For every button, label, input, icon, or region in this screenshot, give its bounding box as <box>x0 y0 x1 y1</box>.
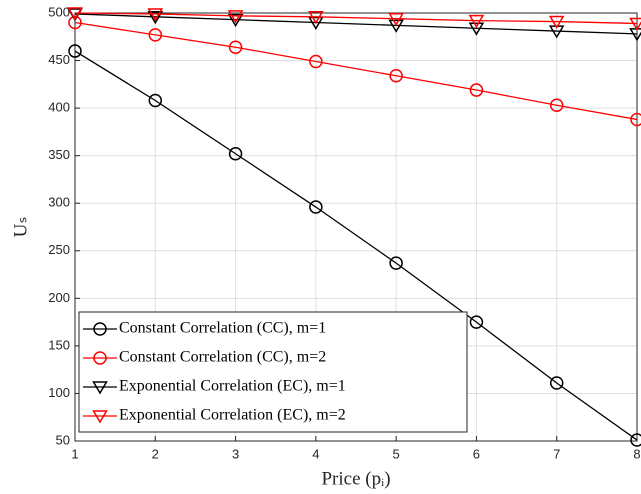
x-tick-label: 1 <box>71 446 78 461</box>
y-tick-label: 450 <box>48 52 70 67</box>
marker <box>227 10 244 24</box>
marker <box>148 93 163 108</box>
marker <box>469 83 484 97</box>
marker <box>308 16 324 30</box>
y-tick-label: 250 <box>48 242 70 257</box>
marker <box>388 12 404 27</box>
marker <box>389 69 403 83</box>
legend-label: Exponential Correlation (EC), m=2 <box>119 407 346 424</box>
y-axis-label: Uₛ <box>10 217 31 238</box>
marker <box>67 7 83 21</box>
marker <box>548 15 565 30</box>
marker <box>309 54 323 69</box>
marker <box>93 322 107 336</box>
marker <box>147 11 164 25</box>
series-line <box>74 13 638 35</box>
y-tick-label: 150 <box>48 337 70 352</box>
series-line <box>74 50 638 441</box>
y-tick-label: 200 <box>48 290 70 305</box>
x-tick-label: 2 <box>152 446 159 461</box>
marker <box>227 13 244 28</box>
y-tick-label: 100 <box>48 385 70 400</box>
x-axis-label: Price (pᵢ) <box>321 468 390 489</box>
legend-box <box>78 311 468 433</box>
legend-label: Constant Correlation (CC), m=1 <box>119 320 326 337</box>
marker <box>630 112 641 127</box>
marker <box>468 14 485 29</box>
legend-label: Constant Correlation (CC), m=2 <box>119 349 326 366</box>
x-tick-label: 6 <box>473 446 480 461</box>
x-tick-label: 5 <box>393 446 400 461</box>
marker <box>468 22 485 36</box>
marker <box>389 256 403 270</box>
marker <box>228 40 243 54</box>
marker <box>548 25 565 39</box>
marker <box>92 381 108 395</box>
marker <box>147 8 164 22</box>
marker <box>308 11 324 25</box>
marker <box>68 44 82 58</box>
marker <box>309 200 323 214</box>
marker <box>93 351 107 365</box>
marker <box>388 19 404 33</box>
y-tick-label: 300 <box>48 195 70 210</box>
marker <box>68 15 82 30</box>
x-tick-label: 7 <box>553 446 560 461</box>
y-tick-label: 400 <box>48 100 70 115</box>
y-tick-label: 50 <box>56 432 70 447</box>
y-tick-label: 350 <box>48 147 70 162</box>
marker <box>549 98 564 113</box>
plot-frame <box>74 12 638 442</box>
x-tick-label: 8 <box>633 446 640 461</box>
x-tick-label: 3 <box>232 446 239 461</box>
marker <box>630 433 641 447</box>
marker <box>228 147 243 161</box>
marker <box>469 315 484 329</box>
y-tick-label: 500 <box>48 4 70 19</box>
marker <box>92 410 108 424</box>
legend-label: Exponential Correlation (EC), m=1 <box>119 378 346 395</box>
marker <box>549 376 564 390</box>
marker <box>629 17 641 31</box>
series-line <box>74 12 638 25</box>
x-tick-label: 4 <box>312 446 319 461</box>
series-line <box>74 21 638 121</box>
marker <box>148 28 163 42</box>
